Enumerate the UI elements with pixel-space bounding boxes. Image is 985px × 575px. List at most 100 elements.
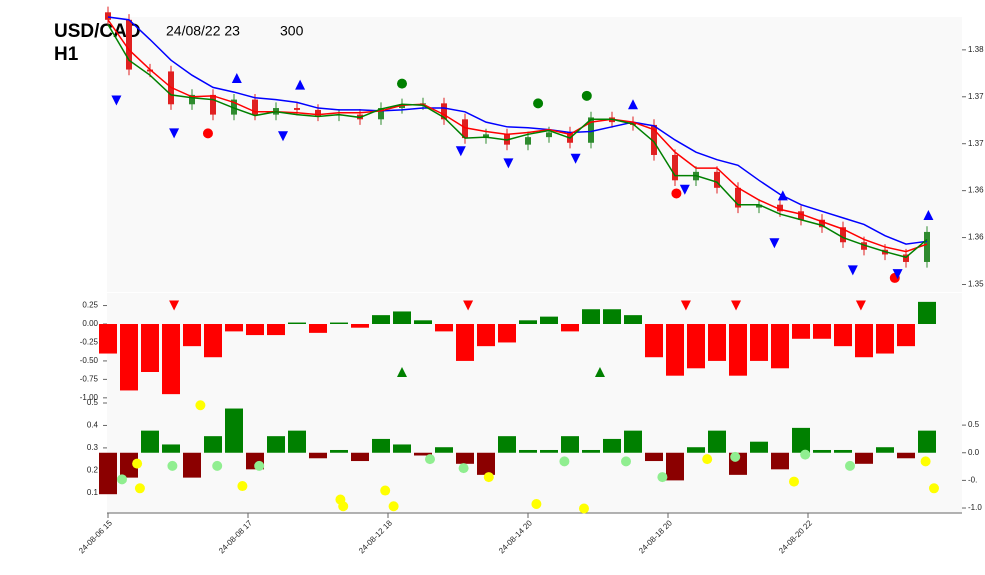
histogram-bar [141, 324, 159, 372]
price-panel [107, 17, 962, 292]
candle-body [546, 132, 552, 138]
histogram-bar [561, 324, 579, 332]
candle-body [378, 108, 384, 120]
histogram-bar [750, 324, 768, 361]
histogram-bar [561, 436, 579, 453]
histogram-bar [351, 452, 369, 462]
histogram-bar [708, 430, 726, 453]
histogram-bar [645, 452, 663, 462]
signal-triangle [231, 73, 242, 84]
signal-dot [789, 476, 799, 487]
histogram-bar [624, 430, 642, 453]
signal-dot [800, 449, 811, 460]
histogram-bar [582, 449, 600, 453]
y-tick-label: 0.4 [87, 421, 99, 430]
signal-triangle [295, 79, 306, 90]
y-tick-label: -0.50 [80, 356, 99, 365]
histogram-bar [120, 324, 138, 391]
signal-triangle [278, 131, 288, 142]
histogram-bar [771, 452, 789, 470]
histogram-bar [750, 441, 768, 453]
signal-dot [254, 460, 265, 471]
y-tick-label: 0.00 [82, 319, 98, 328]
y-tick-label: 1.37 [968, 139, 984, 148]
histogram-bar [288, 430, 306, 453]
signal-dot [212, 460, 223, 471]
candle-body [252, 99, 258, 115]
histogram-bar [414, 452, 432, 456]
y-tick-label: 0.25 [82, 301, 98, 310]
candle-body [819, 219, 825, 228]
signal-dot [134, 483, 145, 494]
histogram-bar [918, 301, 936, 325]
histogram-bar [246, 324, 264, 336]
histogram-bar [372, 315, 390, 325]
histogram-bar [477, 324, 495, 347]
symbol: USD/CAD [54, 21, 141, 42]
signal-triangle [455, 146, 466, 157]
histogram-bar [162, 444, 180, 453]
signal-dot [533, 98, 544, 109]
candle-body [756, 204, 762, 208]
histogram-bar [855, 452, 873, 464]
histogram-bar [225, 324, 243, 332]
signal-dot [581, 90, 592, 101]
candle-body [399, 104, 405, 109]
candle-body [861, 242, 867, 250]
y-tick-label: 1.36 [968, 233, 984, 242]
histogram-bar [204, 436, 222, 453]
histogram-bar [792, 324, 810, 339]
histogram-bar [540, 449, 558, 453]
histogram-bar [687, 324, 705, 369]
histogram-bar [351, 324, 369, 328]
signal-triangle [777, 190, 788, 201]
candle-body [798, 211, 804, 220]
signal-dot [388, 501, 399, 512]
oscillator-panel [107, 293, 962, 403]
signal-dot [929, 483, 939, 494]
signal-dot [671, 188, 682, 199]
signal-triangle [594, 366, 605, 377]
signal-dot [237, 481, 248, 492]
signal-triangle [169, 128, 180, 139]
candle-body [840, 227, 846, 243]
y-tick-label: 0.2 [87, 465, 99, 474]
histogram-bar [918, 430, 936, 453]
histogram-bar [666, 324, 684, 376]
histogram-bar [876, 447, 894, 453]
signal-triangle [855, 300, 866, 311]
signal-dot [531, 499, 542, 510]
signal-dot [380, 485, 391, 496]
signal-dot [132, 458, 143, 469]
histogram-bar [162, 324, 180, 395]
moving-average [107, 16, 928, 245]
histogram-bar [540, 316, 558, 325]
y-tick-label: 1.38 [968, 45, 984, 54]
moving-average [107, 24, 928, 259]
histogram-bar [393, 311, 411, 325]
histogram-bar [99, 452, 117, 495]
candle-body [924, 231, 930, 262]
y-tick-label: 0.3 [87, 443, 99, 452]
x-tick-label: 24-08-12 18 [357, 518, 394, 555]
histogram-bar [708, 324, 726, 361]
histogram-bar [477, 452, 495, 475]
histogram-bar [288, 322, 306, 325]
histogram-bar [813, 449, 831, 453]
candle-body [525, 137, 531, 145]
histogram-bar [834, 449, 852, 453]
histogram-bar [519, 449, 537, 453]
signal-triangle [731, 300, 742, 311]
y-tick-label: 1.36 [968, 186, 984, 195]
histogram-bar [267, 436, 285, 453]
signal-dot [559, 456, 570, 467]
signal-dot [117, 474, 127, 485]
candle-body [672, 154, 678, 181]
signal-triangle [923, 210, 934, 221]
signal-triangle [463, 300, 474, 311]
signal-triangle [680, 300, 691, 311]
histogram-bar [456, 324, 474, 361]
signal-dot [195, 400, 206, 411]
histogram-bar [897, 324, 915, 347]
y-tick-label: 1.35 [968, 280, 984, 289]
